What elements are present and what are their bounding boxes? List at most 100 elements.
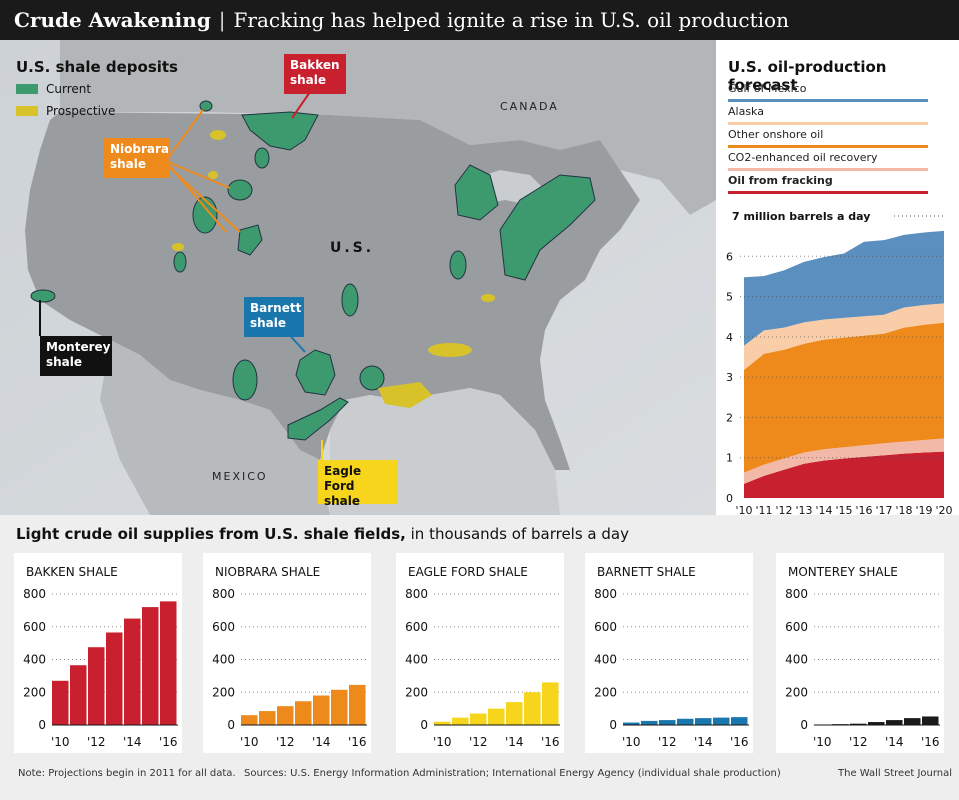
prospective-deposit-d (428, 343, 472, 357)
bar-10 (434, 721, 451, 725)
bar-ytick-label: 600 (212, 620, 235, 634)
bar-xtick-label: '10 (622, 735, 641, 749)
appalachian-deposit (499, 174, 596, 281)
footer-credit: The Wall Street Journal (838, 768, 953, 779)
forecast-xtick-label: '17 (875, 504, 892, 515)
niobrara-leader-b (167, 161, 231, 189)
bar-ytick-label: 200 (405, 685, 428, 699)
legend-current: Current (16, 82, 91, 96)
bar-14 (886, 720, 903, 725)
bar-12 (88, 647, 105, 725)
newalbany-deposit (449, 250, 467, 280)
forecast-ytick-label: 1 (726, 452, 733, 465)
forecast-ytick-label: 3 (726, 371, 733, 384)
bar-16 (542, 682, 559, 725)
bar-ytick-label: 400 (785, 653, 808, 667)
eagleford-callout: Eagle Ford shale (318, 460, 398, 508)
bar-xtick-label: '16 (159, 735, 178, 749)
forecast-legend-gulf: Gulf of Mexico (728, 82, 928, 102)
prospective-deposit-b (208, 171, 218, 179)
panel-monterey: MONTEREY SHALE 0 200 400 600 800 '10 '12 '14 '16 (776, 553, 944, 753)
panel-niobrara: NIOBRARA SHALE 0 200 400 600 800 '10 '12 '14 '16 (203, 553, 371, 753)
forecast-xtick-label: '10 (735, 504, 752, 515)
bar-xtick-label: '12 (276, 735, 295, 749)
bakken-callout: Bakken shale (284, 54, 346, 94)
forecast-xtick-label: '11 (755, 504, 772, 515)
monterey-callout-line1: Monterey (46, 340, 111, 354)
niobrara-bar-chart: 0 200 400 600 800 '10 '12 '14 '16 (212, 587, 367, 749)
forecast-legend-co2-label: CO2-enhanced oil recovery (728, 151, 878, 164)
bar-15 (524, 692, 541, 725)
bar-ytick-label: 600 (785, 620, 808, 634)
bar-xtick-label: '16 (348, 735, 367, 749)
forecast-legend-co2: CO2-enhanced oil recovery (728, 151, 928, 171)
forecast-legend-fracking-swatch (728, 191, 928, 194)
barnett-bar-chart: 0 200 400 600 800 '10 '12 '14 '16 (594, 587, 749, 749)
forecast-ytick-label: 4 (726, 331, 733, 344)
barnett-callout-line2: shale (250, 316, 287, 330)
bar-10 (241, 715, 258, 725)
bar-12 (277, 706, 294, 725)
bar-ytick-label: 200 (212, 685, 235, 699)
bar-16 (922, 716, 939, 725)
niobrara-callout-line2: shale (110, 157, 147, 171)
barnett-callout-line1: Barnett (250, 301, 302, 315)
bar-xtick-label: '14 (123, 735, 142, 749)
forecast-xtick-label: '15 (835, 504, 852, 515)
montana-deposit (254, 147, 270, 169)
bar-ytick-label: 400 (212, 653, 235, 667)
bar-ytick-label: 400 (594, 653, 617, 667)
land-mexico (100, 340, 330, 515)
bar-ytick-label: 800 (785, 587, 808, 601)
bar-ytick-label: 400 (23, 653, 46, 667)
bar-xtick-label: '10 (813, 735, 832, 749)
headline: Crude Awakening (14, 8, 211, 32)
forecast-area-oil-from-fracking (744, 451, 944, 498)
bar-ytick-label: 200 (594, 685, 617, 699)
forecast-ytick-label: 2 (726, 411, 733, 424)
barnett-callout: Barnett shale (244, 297, 304, 337)
canada-label: CANADA (500, 100, 559, 113)
bar-12 (659, 720, 676, 725)
bar-11 (452, 717, 469, 725)
forecast-xtick-label: '16 (855, 504, 872, 515)
forecast-area-other-onshore-oil (744, 322, 944, 473)
bar-xtick-label: '14 (505, 735, 524, 749)
forecast-legend-alaska-swatch (728, 122, 928, 125)
bar-15 (713, 717, 730, 725)
forecast-xtick-label: '14 (815, 504, 832, 515)
footer-note: Note: Projections begin in 2011 for all … (18, 768, 236, 779)
monterey-callout: Monterey shale (40, 336, 112, 376)
forecast-legend-co2-swatch (728, 168, 928, 171)
bar-16 (349, 684, 366, 725)
bar-ytick-label: 200 (23, 685, 46, 699)
monterey-bar-chart: 0 200 400 600 800 '10 '12 '14 '16 (785, 587, 940, 749)
bar-ytick-label: 0 (800, 718, 808, 732)
bar-xtick-label: '10 (433, 735, 452, 749)
bar-xtick-label: '10 (240, 735, 259, 749)
bar-ytick-label: 0 (38, 718, 46, 732)
forecast-area-gulf-of-mexico (744, 230, 944, 346)
bakken-callout-line2: shale (290, 73, 327, 87)
legend-prospective: Prospective (16, 104, 115, 118)
permian-deposit (232, 359, 258, 401)
bar-13 (488, 708, 505, 725)
bar-12 (470, 713, 487, 725)
barnett-deposit (295, 349, 336, 396)
bar-ytick-label: 800 (405, 587, 428, 601)
bar-ytick-label: 800 (23, 587, 46, 601)
forecast-xtick-label: '19 (915, 504, 932, 515)
rockies-deposit (192, 196, 218, 234)
forecast-xtick-label: '20 (935, 504, 952, 515)
bar-11 (70, 665, 87, 725)
prospective-deposits (172, 130, 495, 408)
bar-13 (868, 722, 885, 725)
bar-11 (259, 711, 276, 725)
michigan-deposit (454, 164, 499, 221)
bar-10 (52, 680, 69, 725)
forecast-xtick-label: '12 (775, 504, 792, 515)
forecast-legend-alaska: Alaska (728, 105, 928, 125)
bar-xtick-label: '14 (312, 735, 331, 749)
current-deposits (30, 100, 596, 441)
bar-16 (731, 717, 748, 725)
